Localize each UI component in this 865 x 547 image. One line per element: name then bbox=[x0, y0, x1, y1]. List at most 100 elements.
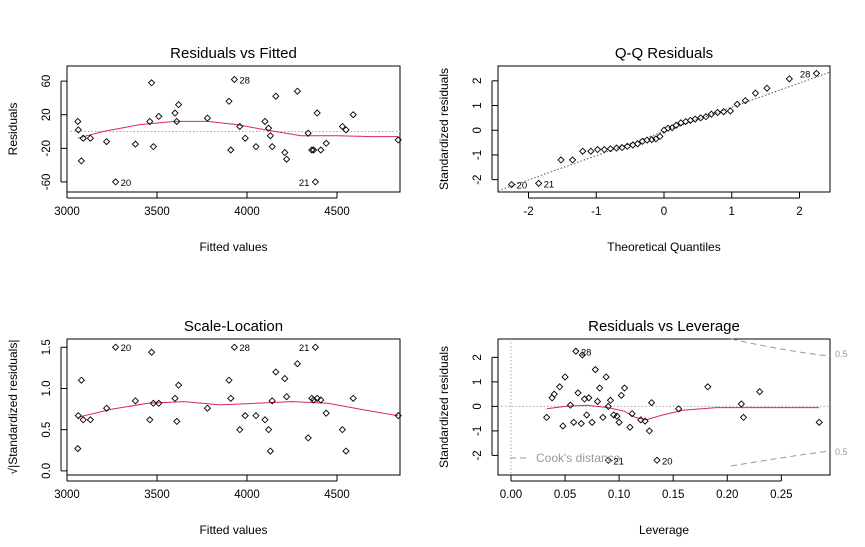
data-point bbox=[309, 146, 318, 154]
y-tick-label: 1 bbox=[472, 102, 484, 108]
data-point bbox=[394, 412, 402, 420]
data-point bbox=[171, 394, 179, 402]
data-point bbox=[604, 456, 612, 464]
data-point bbox=[281, 148, 289, 157]
x-tick-label: 0.10 bbox=[608, 489, 630, 501]
y-tick-label: 60 bbox=[41, 75, 53, 88]
data-point bbox=[146, 117, 154, 126]
smoother-line bbox=[77, 120, 399, 139]
y-tick-label: 2 bbox=[472, 354, 484, 360]
data-point bbox=[613, 412, 621, 420]
y-tick-label: 0 bbox=[472, 127, 484, 133]
data-point bbox=[579, 147, 587, 155]
y-tick-label: 20 bbox=[41, 108, 53, 121]
data-point bbox=[146, 416, 154, 424]
data-point bbox=[617, 391, 625, 399]
x-tick-label: 2 bbox=[796, 206, 802, 218]
data-point bbox=[591, 365, 599, 374]
data-point bbox=[309, 396, 318, 404]
data-point bbox=[203, 404, 212, 412]
data-point bbox=[252, 143, 260, 151]
y-tick-label: -1 bbox=[472, 150, 484, 160]
data-point bbox=[225, 376, 233, 384]
data-point bbox=[633, 140, 642, 148]
data-point bbox=[737, 400, 745, 408]
data-point bbox=[171, 109, 179, 117]
data-point bbox=[577, 419, 585, 428]
data-point bbox=[570, 418, 578, 426]
data-point bbox=[713, 108, 722, 117]
x-tick-label: -2 bbox=[523, 206, 533, 218]
data-point bbox=[556, 383, 564, 391]
data-point bbox=[574, 389, 582, 397]
data-point bbox=[266, 447, 275, 455]
data-point bbox=[349, 394, 357, 402]
point-label: 20 bbox=[662, 456, 673, 467]
data-point bbox=[704, 383, 712, 391]
data-point bbox=[74, 444, 82, 453]
data-point bbox=[74, 117, 82, 126]
data-point bbox=[149, 143, 158, 151]
point-label: 28 bbox=[239, 75, 250, 86]
point-label: 28 bbox=[581, 347, 592, 358]
y-tick-label: -2 bbox=[472, 175, 484, 185]
data-point bbox=[593, 397, 602, 406]
contour-label-upper: 0.5 bbox=[835, 349, 848, 359]
y-tick-label: -1 bbox=[472, 426, 484, 436]
chart-title: Scale-Location bbox=[184, 318, 283, 335]
point-label: 28 bbox=[239, 343, 250, 354]
data-point bbox=[317, 146, 325, 154]
data-point bbox=[74, 126, 82, 134]
chart-title: Residuals vs Fitted bbox=[170, 45, 297, 62]
data-point bbox=[548, 394, 556, 402]
data-point bbox=[585, 394, 593, 402]
data-point bbox=[606, 396, 615, 404]
data-point bbox=[77, 157, 86, 165]
data-point bbox=[626, 423, 634, 431]
data-point bbox=[252, 412, 260, 420]
data-point bbox=[623, 142, 632, 150]
y-axis-label: √|Standardized residuals| bbox=[6, 340, 20, 475]
data-point bbox=[173, 117, 181, 126]
chart-title: Q-Q Residuals bbox=[615, 45, 713, 62]
y-axis-label: Standardized residuals bbox=[437, 346, 451, 468]
data-point bbox=[568, 156, 577, 164]
y-tick-label: 0.5 bbox=[41, 422, 53, 438]
data-point bbox=[293, 87, 302, 95]
data-point bbox=[587, 147, 595, 155]
x-axis-label: Leverage bbox=[639, 523, 689, 537]
data-point bbox=[102, 404, 111, 412]
data-point bbox=[543, 413, 551, 422]
x-tick-label: 4000 bbox=[234, 489, 260, 501]
data-point bbox=[763, 84, 771, 92]
data-point bbox=[268, 143, 276, 151]
x-tick-label: 0.15 bbox=[662, 489, 684, 501]
data-point bbox=[641, 417, 649, 425]
data-point bbox=[707, 110, 716, 118]
data-point bbox=[147, 79, 156, 87]
data-point bbox=[550, 390, 558, 398]
data-point bbox=[304, 129, 312, 137]
data-point bbox=[572, 347, 580, 355]
data-point bbox=[293, 360, 302, 368]
data-point bbox=[230, 75, 239, 84]
data-point bbox=[111, 343, 120, 351]
plot-frame bbox=[497, 338, 831, 476]
data-point bbox=[751, 89, 760, 97]
x-tick-label: 0.05 bbox=[554, 489, 576, 501]
data-point bbox=[604, 402, 612, 411]
data-point bbox=[756, 388, 764, 396]
data-point bbox=[268, 397, 276, 405]
data-point bbox=[308, 146, 316, 154]
data-point bbox=[236, 426, 244, 434]
data-point bbox=[227, 146, 235, 154]
y-tick-label: 0.0 bbox=[41, 463, 53, 479]
y-axis-label: Residuals bbox=[6, 103, 20, 156]
panel-1 bbox=[60, 65, 402, 199]
data-point bbox=[111, 178, 120, 186]
data-point bbox=[645, 427, 654, 435]
point-label: 20 bbox=[517, 181, 528, 192]
x-tick-label: -1 bbox=[591, 206, 601, 218]
data-point bbox=[672, 121, 680, 129]
plot-frame bbox=[66, 65, 401, 193]
